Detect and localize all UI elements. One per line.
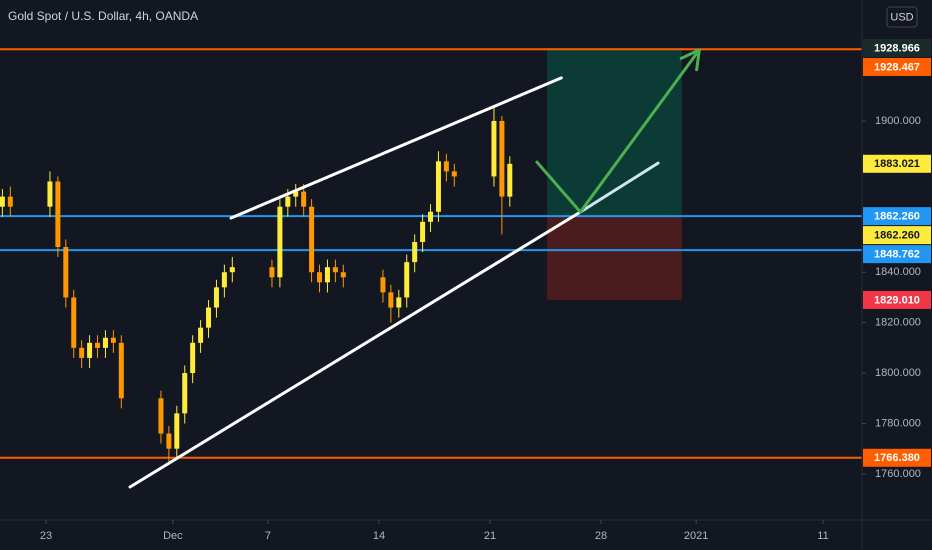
chart-title: Gold Spot / U.S. Dollar, 4h, OANDA	[8, 9, 198, 23]
price-label: 1928.467	[874, 61, 920, 73]
candle-body	[63, 247, 69, 298]
candle-body	[198, 327, 204, 343]
currency-button[interactable]	[886, 6, 918, 28]
position-loss-zone	[547, 216, 682, 300]
candle-body	[174, 413, 180, 449]
candle-body	[491, 120, 497, 177]
candle-body	[380, 277, 386, 293]
x-tick-label: 2021	[684, 530, 708, 542]
price-label-box	[863, 245, 931, 264]
x-tick-label: 11	[817, 530, 828, 542]
y-tick-label: 1900.000	[875, 115, 921, 127]
candle-body	[0, 196, 5, 207]
price-label: 1862.260	[874, 230, 920, 242]
candle-body	[507, 163, 513, 197]
candle-body	[404, 262, 410, 298]
candle-body	[190, 342, 196, 374]
x-tick-label: 21	[484, 530, 496, 542]
candle-body	[451, 171, 457, 177]
arrow-head	[679, 48, 701, 72]
candle-body	[332, 267, 338, 273]
candle-body	[166, 433, 172, 449]
candle-body	[221, 272, 227, 288]
axes: 1760.000 1780.000 1800.000 1820.000 1840.000…	[40, 38, 931, 542]
candle-body	[110, 337, 116, 343]
price-label-box	[863, 207, 931, 226]
x-tick-label: 28	[595, 530, 607, 542]
candle-body	[229, 267, 235, 273]
candle-body	[71, 297, 77, 348]
candle-body	[443, 161, 449, 172]
trend-line	[229, 76, 563, 220]
candle-body	[158, 398, 164, 434]
candle-body	[55, 181, 61, 248]
candle-body	[396, 297, 402, 308]
x-tick-label: Dec	[163, 530, 183, 542]
y-tick-label: 1760.000	[875, 468, 921, 480]
price-label-box	[863, 57, 931, 76]
candle-body	[206, 307, 212, 328]
price-label-box	[863, 226, 931, 245]
candle-body	[285, 196, 291, 207]
candle-body	[95, 342, 101, 348]
price-label: 1829.010	[874, 294, 920, 306]
candle-body	[293, 191, 299, 197]
price-label: 1766.380	[874, 452, 920, 464]
x-tick-label: 7	[265, 530, 271, 542]
candle-body	[213, 287, 219, 308]
y-tick-label: 1800.000	[875, 367, 921, 379]
x-tick-label: 23	[40, 530, 52, 542]
candle-body	[47, 181, 53, 207]
price-label: 1848.762	[874, 249, 920, 261]
candle-body	[118, 342, 124, 399]
candle-body	[277, 206, 283, 278]
candle-body	[182, 373, 188, 414]
candle-body	[87, 342, 93, 358]
candle-body	[102, 337, 108, 348]
candle-body	[269, 267, 275, 278]
y-tick-label: 1780.000	[875, 417, 921, 429]
plot-area	[0, 47, 862, 489]
candle-body	[324, 267, 330, 283]
currency-label[interactable]: USD	[890, 11, 913, 23]
trend-line	[535, 48, 701, 214]
y-tick-label: 1840.000	[875, 266, 921, 278]
candle-body	[428, 211, 434, 222]
candle-body	[388, 292, 394, 308]
trend-line	[578, 161, 660, 214]
candle-body	[340, 272, 346, 278]
price-label: 1928.966	[874, 42, 920, 54]
trend-line	[128, 210, 582, 489]
price-label-box	[863, 154, 931, 173]
candle-body	[435, 161, 441, 212]
candle-body	[317, 272, 323, 283]
candle-body	[79, 347, 85, 358]
candle-body	[7, 196, 13, 207]
x-tick-label: 14	[373, 530, 385, 542]
price-label-box	[863, 448, 931, 467]
candle-body	[301, 191, 307, 207]
candle-body	[412, 241, 418, 263]
price-label: 1862.260	[874, 211, 920, 223]
price-label-box	[863, 38, 931, 57]
price-label-box	[863, 290, 931, 309]
price-label: 1883.021	[874, 158, 920, 170]
candle-body	[499, 120, 505, 197]
candle-body	[309, 206, 315, 273]
y-tick-label: 1820.000	[875, 317, 921, 329]
position-profit-zone	[547, 47, 682, 217]
candle-body	[420, 221, 426, 242]
